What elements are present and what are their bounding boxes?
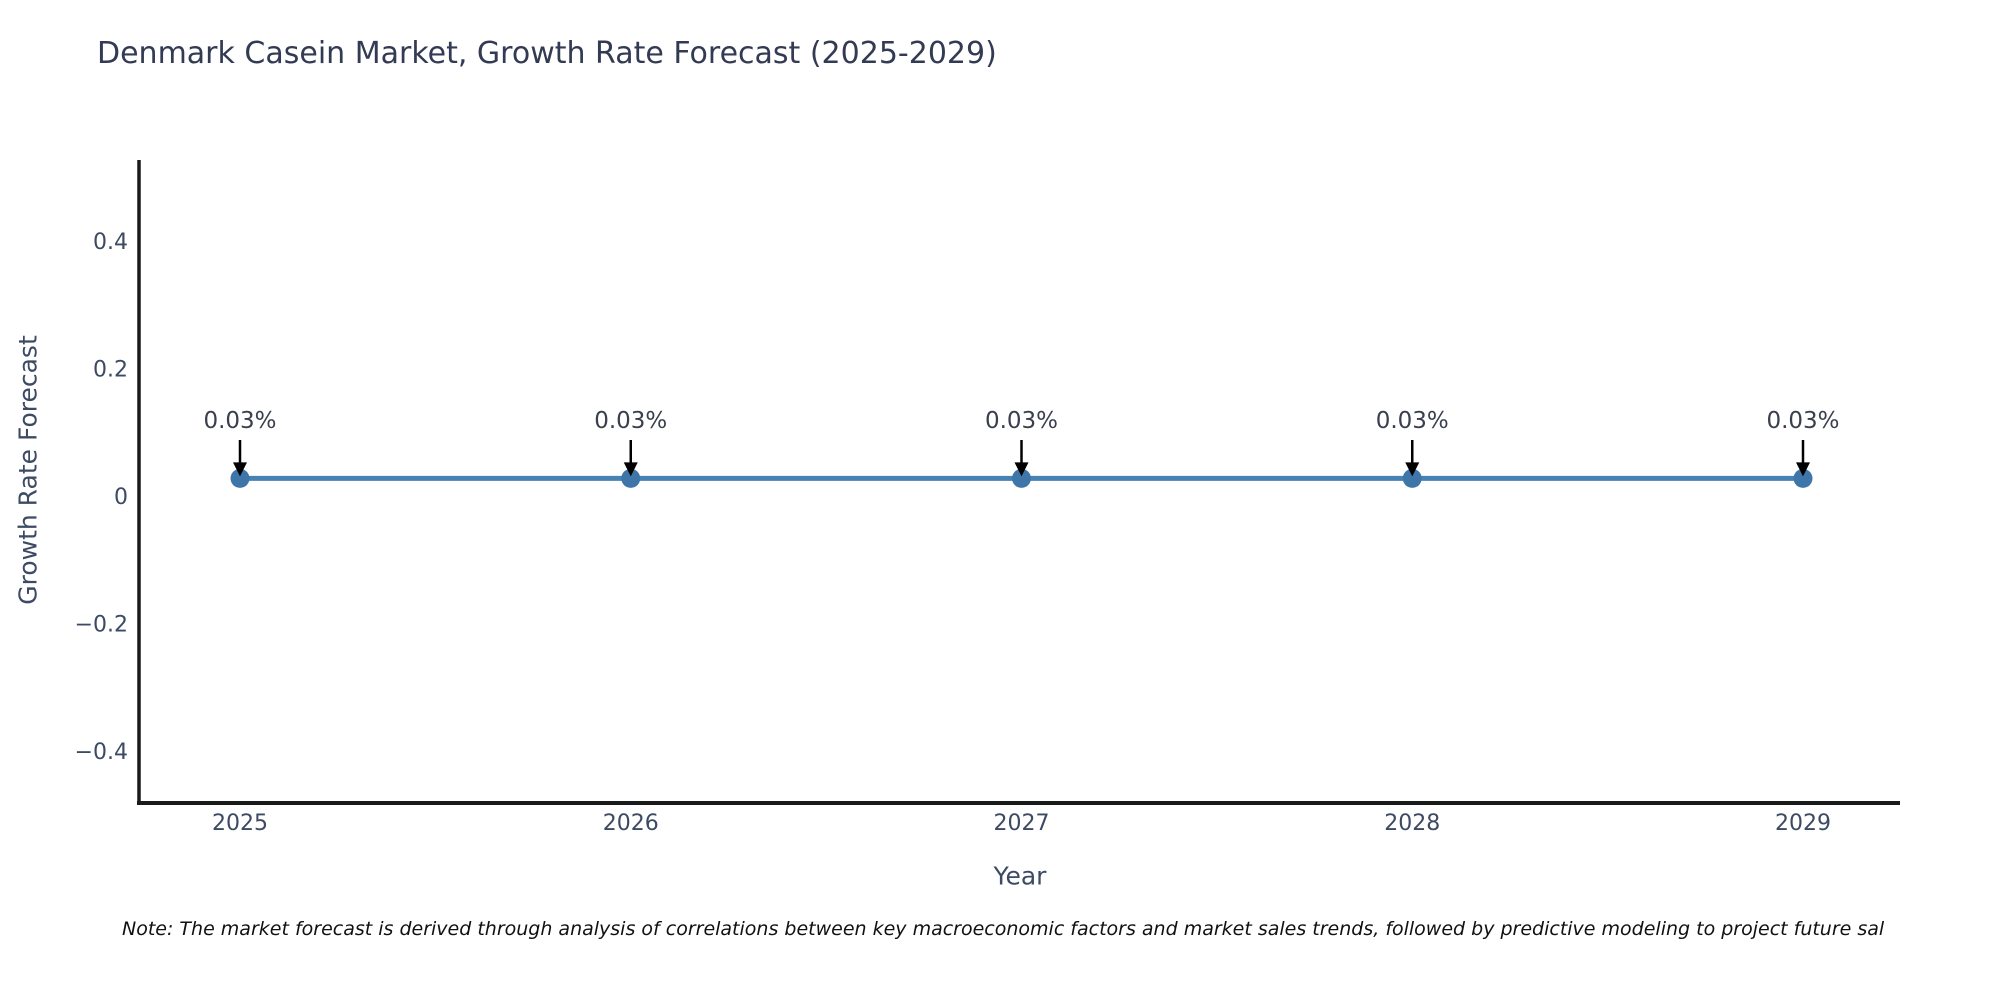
annotation-arrow-head [233, 462, 247, 477]
y-tick-label: 0 [114, 485, 128, 510]
data-point-label: 0.03% [1376, 408, 1449, 434]
data-point-marker [621, 468, 641, 488]
x-axis-title: Year [993, 861, 1047, 891]
data-point-marker [1402, 468, 1422, 488]
data-point-label: 0.03% [1766, 408, 1839, 434]
x-tick-label: 2029 [1775, 811, 1831, 836]
y-axis-title: Growth Rate Forecast [13, 335, 43, 605]
x-tick-label: 2026 [603, 811, 659, 836]
data-point-label: 0.03% [594, 408, 667, 434]
footnote: Note: The market forecast is derived thr… [122, 918, 1885, 940]
data-point-label: 0.03% [203, 408, 276, 434]
x-tick-label: 2028 [1384, 811, 1440, 836]
annotation-arrow-head [623, 462, 638, 477]
data-point-marker [230, 468, 250, 488]
data-point-marker [1012, 468, 1031, 488]
y-tick-label: −0.2 [75, 613, 128, 638]
y-tick-label: −0.4 [75, 740, 128, 765]
x-tick-label: 2025 [212, 811, 268, 836]
x-tick-label: 2027 [994, 811, 1050, 836]
y-tick-label: 0.4 [93, 230, 128, 255]
annotation-arrow-head [1405, 462, 1420, 477]
chart-title: Denmark Casein Market, Growth Rate Forec… [97, 36, 997, 71]
annotation-arrow-head [1014, 462, 1029, 477]
data-point-marker [1793, 468, 1813, 488]
data-point-label: 0.03% [985, 408, 1058, 434]
y-tick-label: 0.2 [93, 358, 128, 383]
annotation-arrow-head [1796, 462, 1810, 477]
